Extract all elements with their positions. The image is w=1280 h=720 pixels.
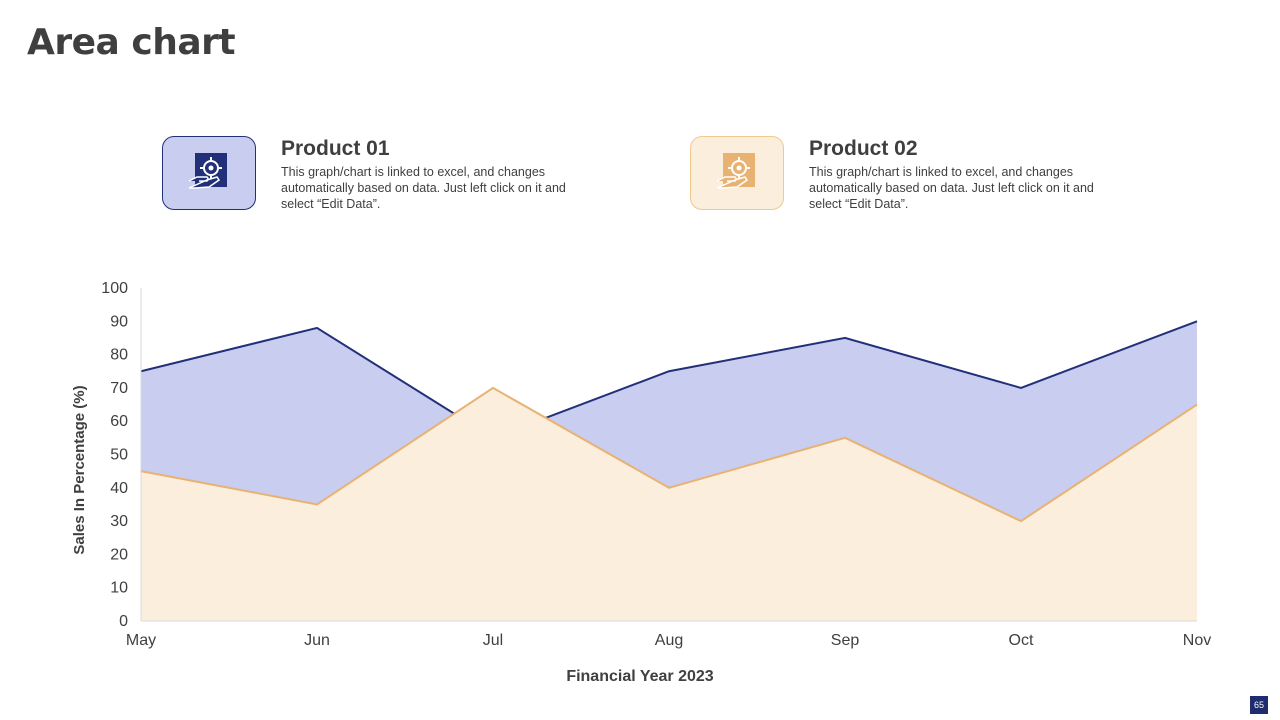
y-tick-label: 60 — [110, 413, 128, 430]
hand-gear-icon — [188, 153, 227, 189]
y-tick-label: 100 — [101, 280, 128, 297]
x-tick-label: Jul — [483, 632, 503, 649]
y-tick-label: 0 — [119, 613, 128, 630]
product-2-description: This graph/chart is linked to excel, and… — [809, 165, 1094, 211]
x-tick-label: Oct — [1009, 632, 1034, 649]
y-tick-label: 40 — [110, 480, 128, 497]
x-tick-label: Jun — [304, 632, 330, 649]
y-tick-label: 20 — [110, 546, 128, 563]
x-tick-label: Aug — [655, 632, 683, 649]
product-2-icon-box — [690, 136, 784, 210]
product-1-icon-box — [162, 136, 256, 210]
y-tick-label: 10 — [110, 580, 128, 597]
y-tick-label: 30 — [110, 513, 128, 530]
hand-gear-icon — [716, 153, 755, 189]
y-tick-label: 80 — [110, 347, 128, 364]
series-1-line — [140, 320, 1198, 439]
x-tick-label: Nov — [1183, 632, 1211, 649]
y-tick-label: 50 — [110, 447, 128, 464]
y-axis-title: Sales In Percentage (%) — [71, 385, 88, 554]
y-tick-label: 70 — [110, 380, 128, 397]
page-number: 65 — [1250, 696, 1268, 714]
series-2-line — [140, 386, 1198, 523]
product-1-description: This graph/chart is linked to excel, and… — [281, 165, 566, 211]
x-tick-label: May — [126, 632, 156, 649]
x-axis-title: Financial Year 2023 — [566, 668, 713, 685]
product-1-name: Product 01 — [281, 137, 390, 160]
y-tick-label: 90 — [110, 313, 128, 330]
product-2-name: Product 02 — [809, 137, 918, 160]
slide-title: Area chart — [27, 22, 236, 63]
x-tick-label: Sep — [831, 632, 860, 649]
series-2-area — [141, 387, 1197, 621]
